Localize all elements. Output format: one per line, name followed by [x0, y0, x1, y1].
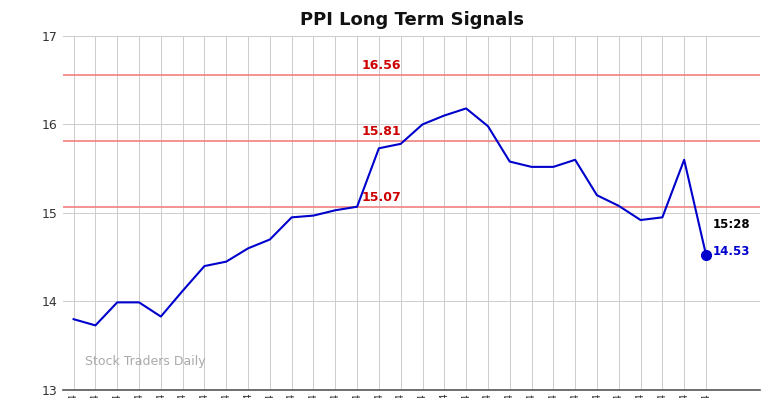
Text: Stock Traders Daily: Stock Traders Daily [85, 355, 205, 368]
Text: 16.56: 16.56 [361, 59, 401, 72]
Text: 15:28: 15:28 [713, 218, 750, 231]
Text: 14.53: 14.53 [713, 244, 750, 258]
Text: 15.07: 15.07 [361, 191, 401, 203]
Title: PPI Long Term Signals: PPI Long Term Signals [299, 11, 524, 29]
Text: 15.81: 15.81 [361, 125, 401, 138]
